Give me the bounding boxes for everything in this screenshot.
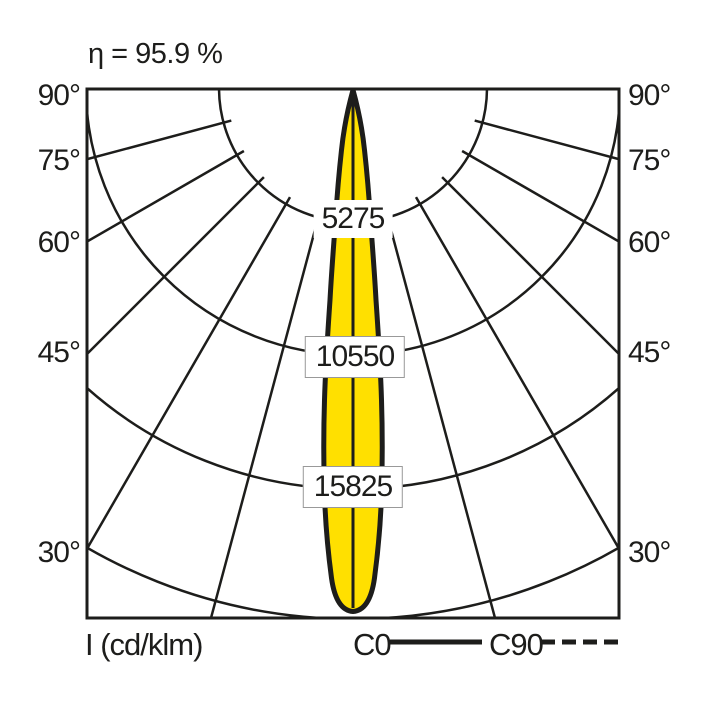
angle-tick-left-30: 30° — [37, 536, 81, 569]
radial-line-75-left — [87, 119, 232, 161]
unit-label: I (cd/klm) — [85, 627, 203, 662]
angle-tick-left-75: 75° — [37, 144, 81, 177]
plot-frame — [85, 87, 621, 620]
angle-tick-left-45: 45° — [37, 336, 81, 369]
angle-tick-right-75: 75° — [628, 144, 671, 177]
ring-value-15825: 15825 — [302, 466, 404, 508]
legend-c0-label: C0 — [353, 627, 392, 662]
radial-line-75-right — [474, 119, 619, 161]
angle-tick-right-60: 60° — [628, 226, 671, 259]
radial-line-60-left — [87, 149, 245, 244]
radial-line-45-right — [441, 176, 619, 356]
legend-c90-label: C90 — [489, 627, 544, 662]
radial-line-15-left — [209, 209, 322, 618]
radial-line-15-right — [384, 209, 497, 618]
radial-line-30-left — [87, 196, 292, 552]
radial-line-30-right — [414, 196, 619, 552]
angle-tick-left-90: 90° — [37, 79, 81, 112]
angle-tick-right-90: 90° — [628, 79, 671, 112]
radial-line-45-left — [87, 176, 265, 356]
angle-tick-right-30: 30° — [628, 536, 671, 569]
ring-value-10550: 10550 — [304, 336, 406, 378]
radial-line-60-right — [461, 149, 619, 244]
angle-tick-right-45: 45° — [628, 336, 671, 369]
angle-tick-left-60: 60° — [37, 226, 81, 259]
ring-value-5275: 5275 — [313, 200, 393, 238]
efficiency-label: η = 95.9 % — [88, 38, 223, 70]
